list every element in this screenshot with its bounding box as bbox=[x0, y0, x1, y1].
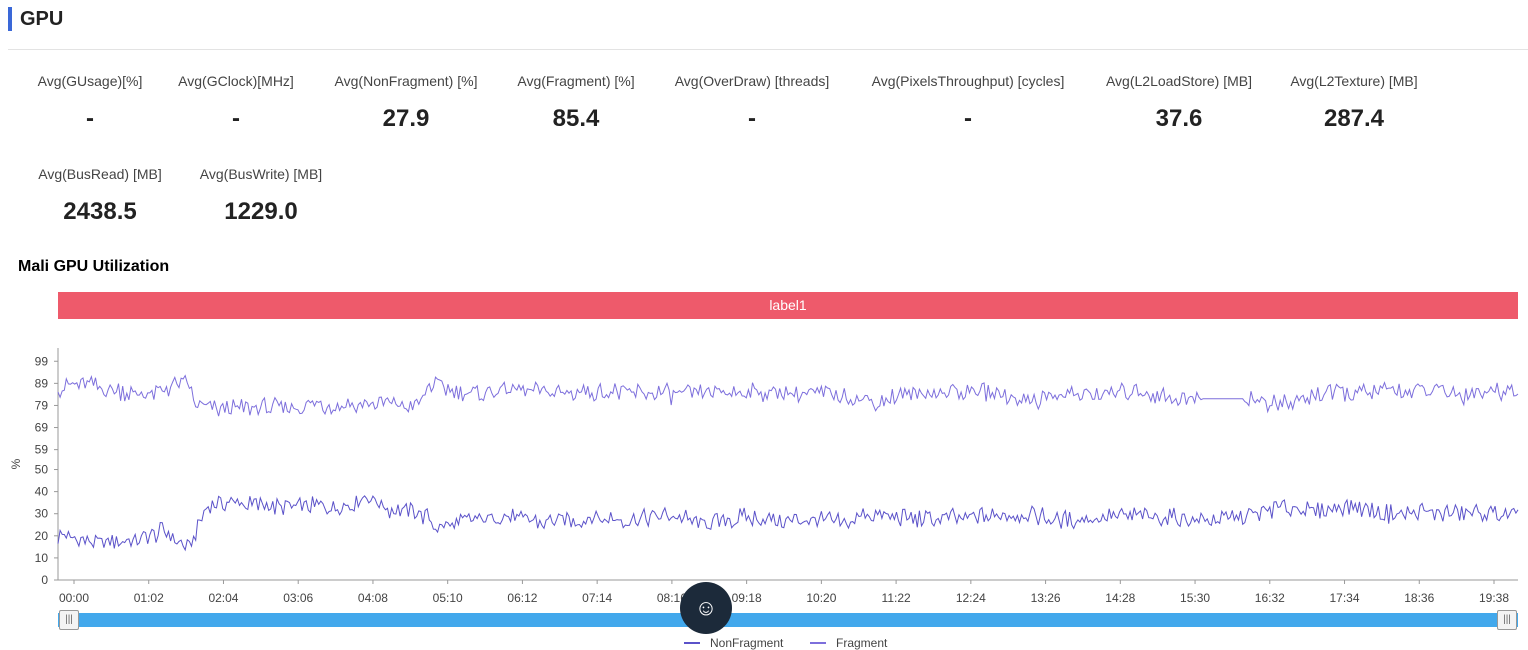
stat-label: Avg(Fragment) [%] bbox=[517, 73, 635, 89]
stat-label: Avg(GClock)[MHz] bbox=[178, 73, 294, 89]
legend-label: NonFragment bbox=[710, 636, 784, 650]
stat-nonfragment: Avg(NonFragment) [%] 27.9 bbox=[325, 73, 487, 133]
legend-item-fragment[interactable]: Fragment bbox=[810, 636, 887, 650]
legend-label: Fragment bbox=[836, 636, 888, 650]
stat-l2loadstore: Avg(L2LoadStore) [MB] 37.6 bbox=[1096, 73, 1262, 133]
x-tick-label: 02:04 bbox=[208, 591, 238, 605]
x-tick-label: 16:32 bbox=[1255, 591, 1285, 605]
stat-l2texture: Avg(L2Texture) [MB] 287.4 bbox=[1280, 73, 1428, 133]
stat-value: 2438.5 bbox=[63, 198, 137, 225]
x-tick-label: 19:38 bbox=[1479, 591, 1509, 605]
stat-value: 287.4 bbox=[1323, 105, 1385, 132]
stat-busread: Avg(BusRead) [MB] 2438.5 bbox=[30, 166, 170, 226]
chart-band-label: label1 bbox=[58, 292, 1518, 319]
section-accent-bar bbox=[8, 7, 12, 31]
x-tick-label: 07:14 bbox=[582, 591, 612, 605]
slider-track[interactable] bbox=[58, 613, 1518, 627]
x-tick-label: 08:16 bbox=[657, 591, 687, 605]
x-tick-label: 11:22 bbox=[882, 591, 911, 605]
stat-value: 1229.0 bbox=[224, 198, 298, 225]
y-tick-label: 69 bbox=[35, 421, 49, 435]
y-tick-label: 79 bbox=[35, 398, 49, 412]
x-tick-label: 14:28 bbox=[1105, 591, 1135, 605]
utilization-line-chart: 0 10 20 30 40 50 59 69 79 89 99% 00:00 01:02 02:04 03:… bbox=[9, 348, 1519, 605]
y-tick-label: 89 bbox=[35, 376, 49, 390]
stat-buswrite: Avg(BusWrite) [MB] 1229.0 bbox=[190, 166, 332, 226]
x-tick-label: 01:02 bbox=[134, 591, 164, 605]
y-tick-label: 59 bbox=[35, 443, 49, 457]
chart-title: Mali GPU Utilization bbox=[18, 258, 170, 275]
stat-label: Avg(OverDraw) [threads] bbox=[674, 73, 830, 89]
y-axis-label: % bbox=[9, 458, 23, 469]
x-tick-label: 05:10 bbox=[433, 591, 463, 605]
stat-label: Avg(BusRead) [MB] bbox=[38, 166, 162, 182]
watermark-logo-icon: ☺ bbox=[680, 582, 732, 634]
stat-gusage: Avg(GUsage)[%] - bbox=[30, 73, 150, 133]
x-tick-label: 17:34 bbox=[1330, 591, 1360, 605]
stat-label: Avg(GUsage)[%] bbox=[37, 73, 143, 89]
x-tick-label: 15:30 bbox=[1180, 591, 1210, 605]
x-tick-label: 12:24 bbox=[956, 591, 986, 605]
x-tick-label: 09:18 bbox=[732, 591, 762, 605]
stat-value: - bbox=[964, 105, 972, 132]
stat-value: 27.9 bbox=[382, 105, 430, 132]
y-tick-label: 10 bbox=[35, 551, 49, 565]
stat-gclock: Avg(GClock)[MHz] - bbox=[170, 73, 302, 133]
x-tick-label: 03:06 bbox=[283, 591, 313, 605]
y-tick-label: 99 bbox=[35, 354, 49, 368]
stat-label: Avg(BusWrite) [MB] bbox=[199, 166, 323, 182]
legend-item-nonfragment[interactable]: NonFragment bbox=[684, 636, 783, 650]
stat-label: Avg(PixelsThroughput) [cycles] bbox=[871, 73, 1065, 89]
y-tick-label: 20 bbox=[35, 529, 49, 543]
y-tick-label: 50 bbox=[35, 463, 49, 477]
stat-value: 37.6 bbox=[1155, 105, 1203, 132]
slider-right-handle[interactable]: ||| bbox=[1497, 610, 1517, 630]
stat-label: Avg(L2LoadStore) [MB] bbox=[1105, 73, 1253, 89]
stat-fragment: Avg(Fragment) [%] 85.4 bbox=[508, 73, 644, 133]
legend-swatch bbox=[684, 642, 700, 644]
x-tick-label: 06:12 bbox=[507, 591, 537, 605]
stat-pixelsthroughput: Avg(PixelsThroughput) [cycles] - bbox=[860, 73, 1076, 133]
x-tick-label: 18:36 bbox=[1404, 591, 1434, 605]
stat-label: Avg(NonFragment) [%] bbox=[334, 73, 478, 89]
x-tick-label: 13:26 bbox=[1031, 591, 1061, 605]
stat-value: - bbox=[86, 105, 94, 132]
section-header: GPU bbox=[8, 6, 63, 32]
time-range-slider[interactable]: ||| ||| bbox=[58, 610, 1518, 630]
y-tick-label: 30 bbox=[35, 507, 49, 521]
stat-value: - bbox=[748, 105, 756, 132]
series-line-fragment bbox=[57, 374, 1519, 417]
x-tick-label: 10:20 bbox=[806, 591, 836, 605]
x-tick-label: 00:00 bbox=[59, 591, 89, 605]
stat-value: 85.4 bbox=[552, 105, 600, 132]
stat-overdraw: Avg(OverDraw) [threads] - bbox=[664, 73, 840, 133]
slider-left-handle[interactable]: ||| bbox=[59, 610, 79, 630]
legend-swatch bbox=[810, 642, 826, 644]
y-tick-label: 0 bbox=[41, 573, 48, 587]
y-tick-label: 40 bbox=[35, 485, 49, 499]
header-divider bbox=[8, 49, 1528, 50]
stat-value: - bbox=[232, 105, 240, 132]
stat-label: Avg(L2Texture) [MB] bbox=[1290, 73, 1418, 89]
x-tick-label: 04:08 bbox=[358, 591, 388, 605]
section-title: GPU bbox=[20, 7, 64, 30]
series-line-nonfragment bbox=[57, 495, 1519, 552]
